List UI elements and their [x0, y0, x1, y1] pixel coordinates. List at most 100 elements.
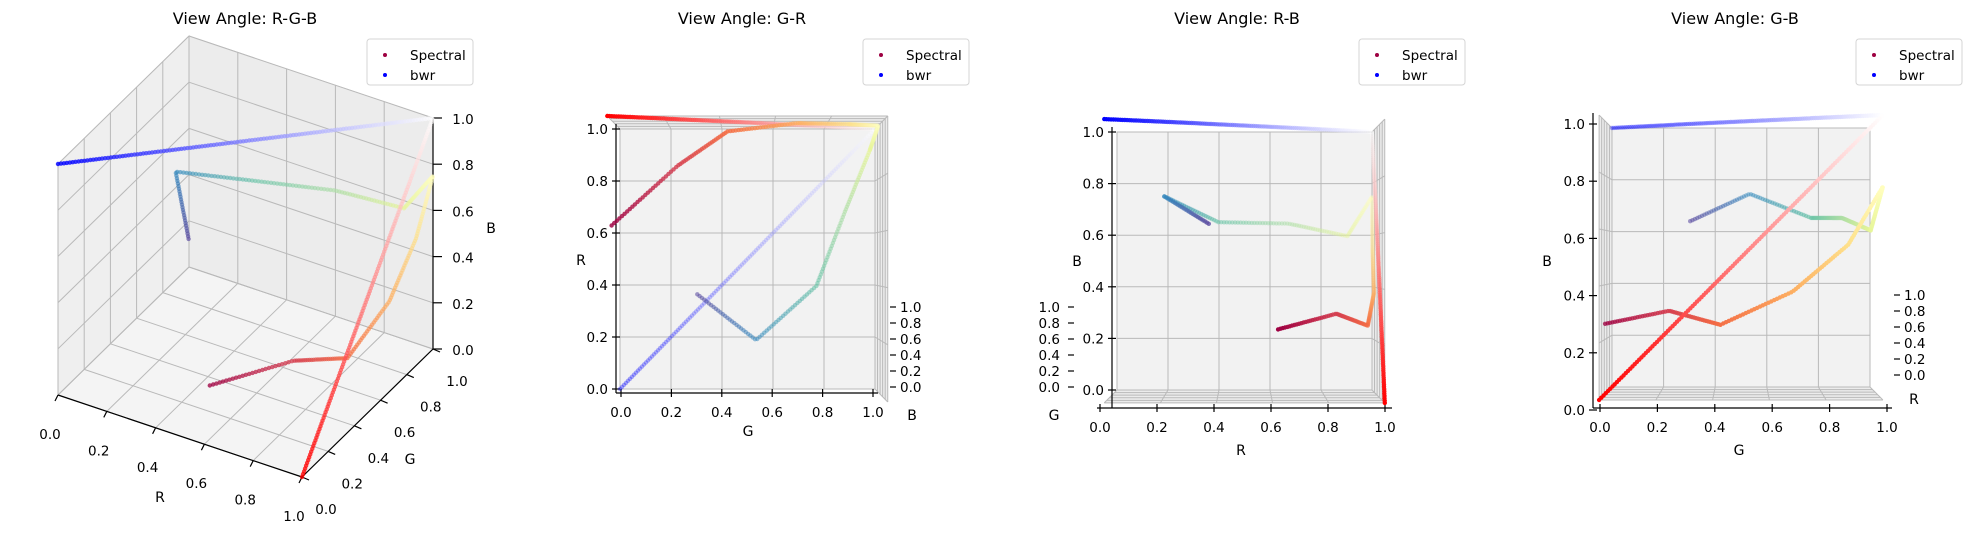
data-point-spectral	[217, 380, 222, 385]
data-point-bwr	[1372, 181, 1377, 187]
legend: Spectral bwr	[366, 38, 474, 86]
data-point-bwr	[1336, 128, 1341, 133]
data-point-bwr	[1328, 127, 1333, 132]
data-point-spectral	[1315, 227, 1320, 232]
y-tick-label: 0.2	[341, 476, 362, 492]
y-tick-label: 0.2	[1083, 331, 1104, 347]
x-tick-label: 0.8	[812, 405, 833, 421]
y-tick-label: 1.0	[446, 374, 467, 390]
data-point-bwr	[803, 197, 809, 202]
data-point-spectral	[1257, 220, 1263, 226]
x-tick-label: 1.0	[283, 509, 304, 525]
data-point-spectral	[1331, 231, 1336, 236]
data-point-spectral	[1358, 212, 1364, 217]
gridline	[252, 332, 385, 461]
data-point-spectral	[1370, 218, 1375, 223]
subplot-title: View Angle: R-G-B	[173, 9, 317, 28]
data-point-bwr	[741, 260, 747, 265]
y-tick-label: 0.8	[587, 174, 608, 190]
gridline	[162, 292, 407, 376]
subplot-title: View Angle: R-B	[1174, 9, 1300, 28]
data-point-spectral	[1246, 220, 1252, 225]
data-point-bwr	[673, 329, 679, 335]
y-tick	[327, 450, 336, 455]
data-point-bwr	[765, 235, 771, 241]
data-point-spectral	[1369, 201, 1375, 207]
data-point-spectral	[1303, 225, 1309, 230]
data-point-spectral	[1287, 221, 1293, 227]
data-point-bwr	[1613, 125, 1619, 130]
data-point-bwr	[787, 213, 793, 218]
data-point-spectral	[1345, 233, 1350, 239]
data-point-bwr	[1347, 128, 1353, 133]
data-point-bwr	[1646, 123, 1652, 129]
data-point-spectral	[1744, 193, 1749, 198]
data-point-bwr	[799, 201, 805, 206]
data-point-spectral	[1370, 247, 1375, 252]
data-point-bwr	[1631, 124, 1636, 130]
data-point-spectral	[1230, 220, 1235, 225]
data-point-bwr	[841, 158, 847, 163]
data-point-spectral	[1369, 197, 1375, 202]
data-point-bwr	[1363, 129, 1368, 134]
data-point-bwr	[1652, 123, 1658, 128]
x-tick-label: 1.0	[1876, 420, 1897, 436]
z-tick-label: 0.4	[900, 348, 921, 364]
data-point-bwr	[1371, 158, 1376, 163]
legend-marker-spectral	[383, 53, 387, 57]
data-point-spectral	[1370, 228, 1375, 233]
z-tick-label: 0.2	[452, 297, 473, 313]
data-point-bwr	[761, 240, 767, 245]
z-tick-label: 1.0	[900, 300, 921, 316]
x-tick-label: 0.8	[1317, 420, 1338, 436]
data-point-bwr	[1371, 162, 1376, 167]
data-point-bwr	[623, 380, 629, 386]
data-point-spectral	[1266, 221, 1271, 226]
data-point-spectral	[290, 183, 296, 188]
legend-marker-bwr	[1872, 73, 1876, 77]
data-point-bwr	[1370, 148, 1376, 153]
data-point-spectral	[1326, 230, 1332, 235]
data-point-bwr	[781, 219, 787, 224]
data-point-bwr	[683, 319, 689, 324]
data-point-spectral	[1206, 221, 1212, 226]
data-point-spectral	[214, 381, 219, 386]
data-point-bwr	[621, 382, 627, 388]
data-point-bwr	[1340, 128, 1345, 133]
z-tick-label: 0.2	[1039, 364, 1060, 380]
data-point-bwr	[699, 303, 705, 308]
z-tick-label: 0.6	[452, 204, 473, 220]
data-point-bwr	[775, 225, 781, 231]
data-point-spectral	[1352, 221, 1358, 226]
data-point-spectral	[1371, 267, 1376, 272]
data-point-bwr	[777, 223, 783, 229]
data-point-bwr	[797, 203, 803, 208]
data-point-bwr	[860, 126, 865, 131]
data-point-bwr	[1370, 144, 1376, 149]
legend-label: bwr	[906, 68, 932, 84]
pane-bottom	[1599, 387, 1883, 400]
data-point-bwr	[795, 205, 801, 210]
x-tick-label: 0.6	[1260, 420, 1281, 436]
data-point-bwr	[819, 180, 825, 186]
gridline	[84, 368, 329, 452]
data-point-bwr	[743, 258, 749, 263]
legend-marker-bwr	[383, 73, 387, 77]
y-tick-label: 0.0	[587, 382, 608, 398]
data-point-spectral	[1370, 224, 1375, 229]
data-point-bwr	[863, 136, 869, 141]
pane-back	[1116, 131, 1373, 391]
data-point-spectral	[1370, 253, 1375, 259]
subplot-3: View Angle: R-B0.00.00.00.20.20.20.40.40…	[1039, 9, 1466, 459]
data-point-spectral	[276, 362, 281, 368]
data-point-spectral	[270, 364, 275, 370]
x-axis-label: G	[1734, 443, 1745, 459]
data-point-spectral	[1370, 214, 1375, 219]
data-point-bwr	[1370, 150, 1376, 155]
subplot-title: View Angle: G-R	[678, 9, 806, 28]
data-point-spectral	[1336, 232, 1341, 237]
data-point-spectral	[1370, 232, 1375, 237]
data-point-spectral	[230, 376, 235, 381]
data-point-bwr	[1334, 127, 1339, 133]
data-point-spectral	[1370, 220, 1375, 225]
